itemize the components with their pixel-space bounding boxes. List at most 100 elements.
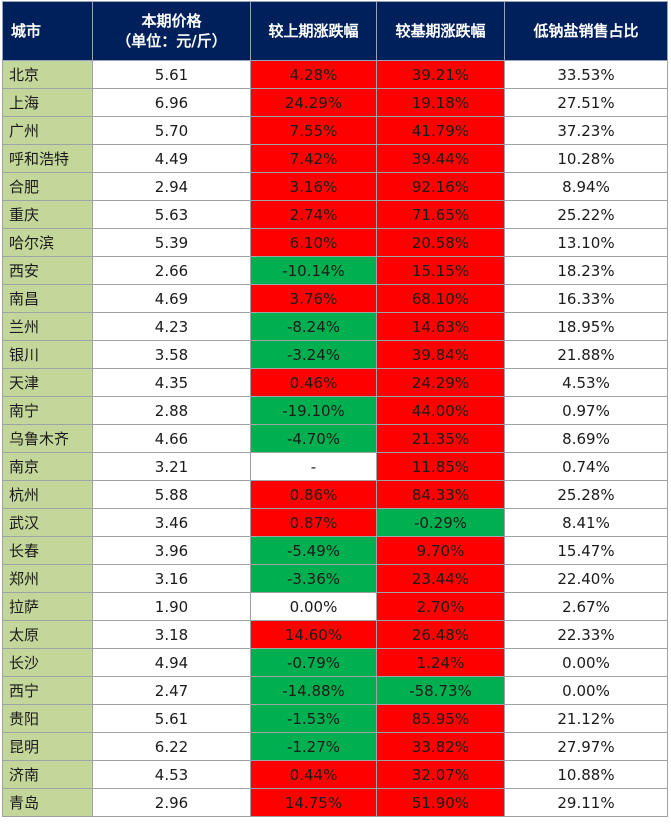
low-sodium-cell: 18.23% (504, 256, 668, 285)
city-cell: 济南 (2, 760, 93, 789)
change-cell: 3.76% (250, 284, 377, 313)
change-cell: -1.27% (250, 732, 377, 761)
low-sodium-cell: 37.23% (504, 116, 668, 145)
header-low-sodium: 低钠盐销售占比 (504, 1, 668, 61)
table-row: 北京 5.61 4.28% 39.21% 33.53% (2, 60, 668, 89)
yoy-cell: 51.90% (376, 788, 505, 817)
price-cell: 4.53 (92, 760, 251, 789)
city-cell: 银川 (2, 340, 93, 369)
table-row: 广州 5.70 7.55% 41.79% 37.23% (2, 116, 668, 145)
low-sodium-cell: 25.28% (504, 480, 668, 509)
yoy-cell: 14.63% (376, 312, 505, 341)
table-row: 合肥 2.94 3.16% 92.16% 8.94% (2, 172, 668, 201)
city-cell: 贵阳 (2, 704, 93, 733)
yoy-cell: 1.24% (376, 648, 505, 677)
price-cell: 4.69 (92, 284, 251, 313)
yoy-cell: 19.18% (376, 88, 505, 117)
yoy-cell: 26.48% (376, 620, 505, 649)
yoy-cell: 24.29% (376, 368, 505, 397)
yoy-cell: 41.79% (376, 116, 505, 145)
change-cell: -3.36% (250, 564, 377, 593)
low-sodium-cell: 2.67% (504, 592, 668, 621)
yoy-cell: 84.33% (376, 480, 505, 509)
table-row: 杭州 5.88 0.86% 84.33% 25.28% (2, 480, 668, 509)
low-sodium-cell: 10.88% (504, 760, 668, 789)
change-cell: - (250, 452, 377, 481)
price-cell: 4.66 (92, 424, 251, 453)
city-cell: 南昌 (2, 284, 93, 313)
yoy-cell: 71.65% (376, 200, 505, 229)
low-sodium-cell: 8.41% (504, 508, 668, 537)
city-cell: 乌鲁木齐 (2, 424, 93, 453)
header-price-line2: （单位：元/斤） (116, 32, 227, 50)
city-cell: 广州 (2, 116, 93, 145)
price-cell: 4.49 (92, 144, 251, 173)
table-row: 呼和浩特 4.49 7.42% 39.44% 10.28% (2, 144, 668, 173)
table-row: 哈尔滨 5.39 6.10% 20.58% 13.10% (2, 228, 668, 257)
table-body: 北京 5.61 4.28% 39.21% 33.53% 上海 6.96 24.29% 19.18… (2, 60, 668, 817)
yoy-cell: 33.82% (376, 732, 505, 761)
low-sodium-cell: 22.33% (504, 620, 668, 649)
price-cell: 3.21 (92, 452, 251, 481)
city-cell: 合肥 (2, 172, 93, 201)
price-cell: 5.63 (92, 200, 251, 229)
city-cell: 天津 (2, 368, 93, 397)
low-sodium-cell: 8.69% (504, 424, 668, 453)
yoy-cell: 9.70% (376, 536, 505, 565)
table-row: 郑州 3.16 -3.36% 23.44% 22.40% (2, 564, 668, 593)
yoy-cell: 39.44% (376, 144, 505, 173)
low-sodium-cell: 8.94% (504, 172, 668, 201)
price-cell: 3.46 (92, 508, 251, 537)
table-row: 银川 3.58 -3.24% 39.84% 21.88% (2, 340, 668, 369)
change-cell: 0.46% (250, 368, 377, 397)
yoy-cell: 68.10% (376, 284, 505, 313)
price-cell: 6.22 (92, 732, 251, 761)
table-row: 青岛 2.96 14.75% 51.90% 29.11% (2, 788, 668, 817)
low-sodium-cell: 0.97% (504, 396, 668, 425)
low-sodium-cell: 29.11% (504, 788, 668, 817)
header-city: 城市 (2, 1, 93, 61)
table-row: 西安 2.66 -10.14% 15.15% 18.23% (2, 256, 668, 285)
city-cell: 兰州 (2, 312, 93, 341)
low-sodium-cell: 15.47% (504, 536, 668, 565)
header-change: 较上期涨跌幅 (250, 1, 377, 61)
table-header-row: 城市 本期价格 （单位：元/斤） 较上期涨跌幅 较基期涨跌幅 低钠盐销售占比 (2, 1, 668, 61)
city-cell: 杭州 (2, 480, 93, 509)
table-row: 南昌 4.69 3.76% 68.10% 16.33% (2, 284, 668, 313)
yoy-cell: 15.15% (376, 256, 505, 285)
city-cell: 西安 (2, 256, 93, 285)
low-sodium-cell: 21.12% (504, 704, 668, 733)
price-cell: 5.61 (92, 60, 251, 89)
header-price-line1: 本期价格 (141, 12, 202, 30)
price-cell: 5.88 (92, 480, 251, 509)
city-cell: 南宁 (2, 396, 93, 425)
change-cell: -14.88% (250, 676, 377, 705)
city-cell: 重庆 (2, 200, 93, 229)
change-cell: 14.75% (250, 788, 377, 817)
yoy-cell: 39.21% (376, 60, 505, 89)
table-row: 昆明 6.22 -1.27% 33.82% 27.97% (2, 732, 668, 761)
change-cell: -10.14% (250, 256, 377, 285)
price-cell: 6.96 (92, 88, 251, 117)
change-cell: 4.28% (250, 60, 377, 89)
price-cell: 3.58 (92, 340, 251, 369)
price-cell: 5.39 (92, 228, 251, 257)
low-sodium-cell: 0.74% (504, 452, 668, 481)
yoy-cell: 44.00% (376, 396, 505, 425)
price-cell: 5.70 (92, 116, 251, 145)
price-cell: 4.94 (92, 648, 251, 677)
change-cell: 0.87% (250, 508, 377, 537)
low-sodium-cell: 18.95% (504, 312, 668, 341)
salt-price-table: 城市 本期价格 （单位：元/斤） 较上期涨跌幅 较基期涨跌幅 低钠盐销售占比 北… (2, 1, 668, 817)
price-cell: 2.96 (92, 788, 251, 817)
yoy-cell: 23.44% (376, 564, 505, 593)
city-cell: 长春 (2, 536, 93, 565)
price-cell: 2.47 (92, 676, 251, 705)
table-row: 太原 3.18 14.60% 26.48% 22.33% (2, 620, 668, 649)
city-cell: 拉萨 (2, 592, 93, 621)
table-row: 重庆 5.63 2.74% 71.65% 25.22% (2, 200, 668, 229)
low-sodium-cell: 33.53% (504, 60, 668, 89)
price-cell: 4.35 (92, 368, 251, 397)
change-cell: 0.44% (250, 760, 377, 789)
price-cell: 1.90 (92, 592, 251, 621)
